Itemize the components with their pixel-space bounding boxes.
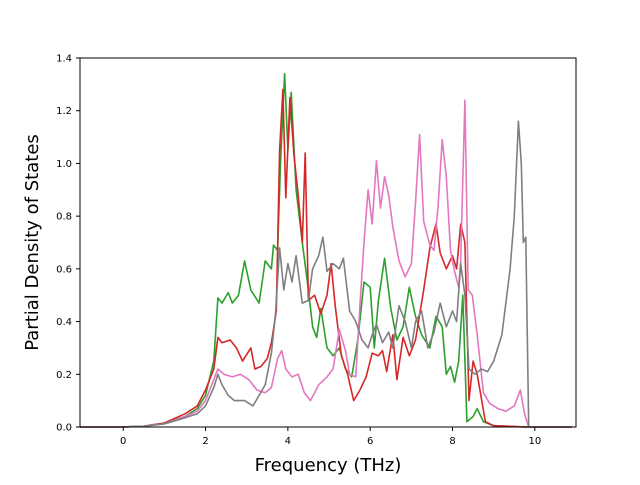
y-tick-label: 0.6 [56,264,72,275]
y-tick-label: 1.4 [56,54,72,65]
y-tick-label: 0.0 [56,423,72,434]
y-tick-label: 1.0 [56,159,72,170]
series-line-3 [80,120,572,428]
x-tick-label: 2 [202,436,208,447]
series-layer [80,73,572,428]
y-tick-label: 1.2 [56,106,72,117]
plot-frame [79,57,577,428]
x-tick-label: 4 [285,436,291,447]
x-tick-label: 8 [449,436,455,447]
x-tick-label: 0 [120,436,126,447]
series-line-2 [80,99,572,428]
y-ticks: 0.0 0.2 0.4 0.6 0.8 1.0 1.2 1.4 [56,54,80,434]
series-line-0 [80,73,572,428]
x-axis-label: Frequency (THz) [255,455,402,476]
x-tick-label: 10 [528,436,541,447]
y-tick-label: 0.2 [56,370,72,381]
series-line-1 [80,88,572,428]
x-ticks: 0 2 4 6 8 10 [120,427,541,447]
x-tick-label: 6 [367,436,373,447]
y-tick-label: 0.4 [56,317,72,328]
y-tick-label: 0.8 [56,212,72,223]
y-axis-label: Partial Density of States [22,134,43,351]
